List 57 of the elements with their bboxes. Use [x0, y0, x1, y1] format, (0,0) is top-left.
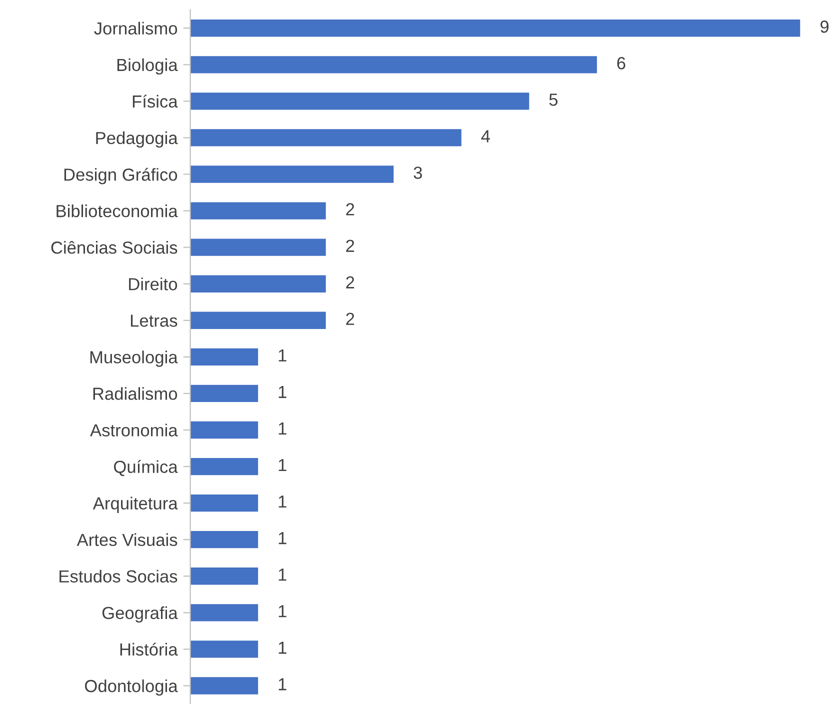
data-label: 1 — [278, 422, 286, 434]
bar — [190, 312, 326, 329]
y-tick-label: Biologia — [117, 58, 178, 75]
data-label: 1 — [278, 459, 286, 472]
y-tick-label: História — [120, 642, 178, 656]
data-label: 6 — [617, 57, 626, 70]
data-label: 2 — [346, 203, 354, 216]
y-tick-label: Odontologia — [85, 679, 178, 696]
data-label: 1 — [278, 568, 286, 581]
y-tick-label: Geografia — [102, 606, 178, 623]
data-label: 2 — [346, 240, 354, 252]
y-tick-label: Pedagogia — [96, 131, 178, 148]
data-label: 4 — [481, 130, 490, 142]
data-label: 1 — [278, 496, 286, 508]
data-label: 2 — [346, 276, 354, 288]
data-label: 1 — [278, 386, 286, 398]
y-tick-label: Artes Visuais — [76, 533, 178, 546]
data-label: 3 — [414, 166, 422, 179]
bar — [190, 531, 258, 548]
bar — [190, 56, 597, 74]
data-label: 1 — [278, 605, 286, 618]
data-label: 5 — [549, 94, 558, 106]
bar — [190, 20, 800, 37]
bar — [190, 494, 258, 512]
y-tick-label: Arquitetura — [92, 496, 178, 513]
y-tick-label: Biblioteconomia — [56, 204, 178, 218]
bar — [190, 384, 258, 402]
data-label: 1 — [278, 678, 286, 690]
data-label: 2 — [346, 312, 354, 325]
bar — [190, 640, 258, 658]
y-tick-label: Física — [132, 94, 178, 108]
y-tick-label: Radialismo — [93, 387, 178, 400]
bar — [190, 421, 258, 439]
y-tick-label: Química — [114, 460, 178, 476]
bar — [190, 166, 394, 183]
bar — [190, 604, 258, 622]
y-tick-label: Direito — [129, 278, 178, 290]
y-tick-label: Letras — [130, 314, 178, 327]
data-label: 1 — [278, 349, 286, 362]
bar — [190, 238, 326, 256]
bar — [190, 92, 530, 110]
bar — [190, 202, 326, 220]
data-label: 1 — [278, 532, 286, 544]
bar — [190, 275, 326, 292]
y-tick-label: Jornalismo — [94, 22, 178, 35]
bar — [190, 348, 258, 366]
bar — [190, 129, 462, 146]
bar — [190, 458, 258, 476]
y-tick-label: Astronomia — [90, 424, 178, 436]
bar — [190, 677, 258, 694]
data-label: 1 — [278, 642, 286, 654]
data-label: 9 — [820, 20, 829, 33]
bar — [190, 568, 258, 585]
y-tick-label: Estudos Socias — [60, 570, 178, 583]
y-tick-label: Museologia — [90, 350, 178, 367]
y-tick-label: Design Gráfico — [64, 168, 178, 184]
y-tick-label: Ciências Sociais — [51, 240, 178, 254]
